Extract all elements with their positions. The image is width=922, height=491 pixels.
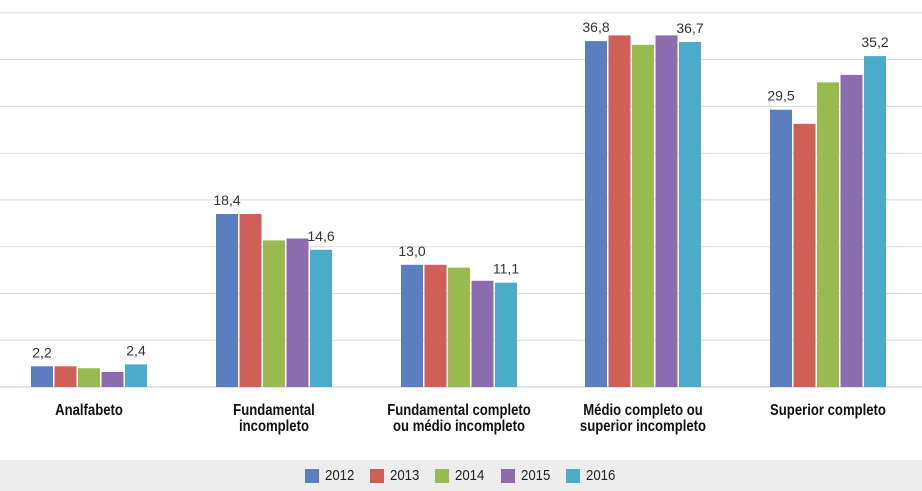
- legend-swatch: [369, 468, 384, 483]
- bar-2012-cat-1: [216, 214, 238, 387]
- bar-2014-cat-1: [263, 240, 285, 387]
- data-label: 2,2: [32, 344, 52, 360]
- category-label: Superior completo: [770, 402, 886, 419]
- legend-label: 2014: [455, 467, 485, 484]
- bar-2016-cat-2: [495, 282, 517, 387]
- legend-item-2014: 2014: [435, 467, 486, 484]
- legend-swatch: [566, 468, 581, 483]
- bar-2016-cat-4: [864, 56, 886, 387]
- bar-2015-cat-4: [840, 74, 863, 388]
- bar-2015-cat-2: [471, 280, 494, 387]
- legend-item-2015: 2015: [500, 467, 552, 484]
- bar-2012-cat-0: [31, 366, 53, 387]
- legend-label: 2013: [389, 467, 420, 484]
- legend-label: 2012: [324, 467, 354, 484]
- data-label: 36,8: [582, 19, 609, 35]
- legend-label: 2015: [520, 467, 551, 484]
- legend-item-2016: 2016: [566, 467, 617, 484]
- data-label: 36,7: [676, 20, 703, 36]
- legend-item-2012: 2012: [304, 467, 356, 484]
- legend: 2012 2013 2014 2015 2016: [0, 460, 922, 491]
- legend-label: 2016: [586, 467, 616, 484]
- bar-2015-cat-1: [286, 238, 309, 387]
- legend-swatch: [435, 468, 450, 483]
- bar-2013-cat-0: [54, 366, 77, 387]
- category-label: Médio completo ou superior incompleto: [579, 402, 707, 435]
- bar-2014-cat-0: [78, 368, 100, 387]
- legend-item-2013: 2013: [369, 467, 421, 484]
- bar-2015-cat-3: [655, 35, 678, 388]
- data-label: 2,4: [126, 342, 146, 358]
- bar-2013-cat-3: [608, 35, 631, 388]
- data-label: 14,6: [307, 228, 334, 244]
- data-label: 29,5: [767, 88, 794, 104]
- bar-2013-cat-4: [793, 123, 816, 388]
- legend-swatch: [304, 468, 319, 483]
- bar-2012-cat-4: [770, 109, 792, 387]
- bar-2012-cat-2: [401, 264, 423, 387]
- bar-2016-cat-1: [310, 249, 332, 387]
- bar-2012-cat-3: [585, 41, 607, 387]
- category-label: Analfabeto: [55, 402, 123, 419]
- data-label: 18,4: [213, 192, 240, 208]
- bar-2014-cat-4: [817, 82, 839, 388]
- bar-2014-cat-2: [448, 267, 470, 387]
- category-label: Fundamental incompleto: [233, 402, 315, 435]
- bar-2013-cat-1: [239, 214, 262, 387]
- bar-2016-cat-0: [125, 364, 147, 387]
- category-label: Fundamental completo ou médio incompleto: [387, 402, 531, 435]
- bar-2013-cat-2: [424, 264, 447, 387]
- bar-2014-cat-3: [632, 44, 654, 388]
- data-label: 13,0: [398, 243, 425, 259]
- data-label: 11,1: [493, 261, 519, 277]
- bar-2015-cat-0: [101, 372, 124, 387]
- bar-chart: 2,2 2,4 18,4 14,6 13,0 11,1 36,8 36,7 29,5 35,2: [0, 12, 922, 388]
- legend-swatch: [500, 468, 515, 483]
- bar-2016-cat-3: [679, 42, 701, 387]
- data-label: 35,2: [861, 34, 888, 50]
